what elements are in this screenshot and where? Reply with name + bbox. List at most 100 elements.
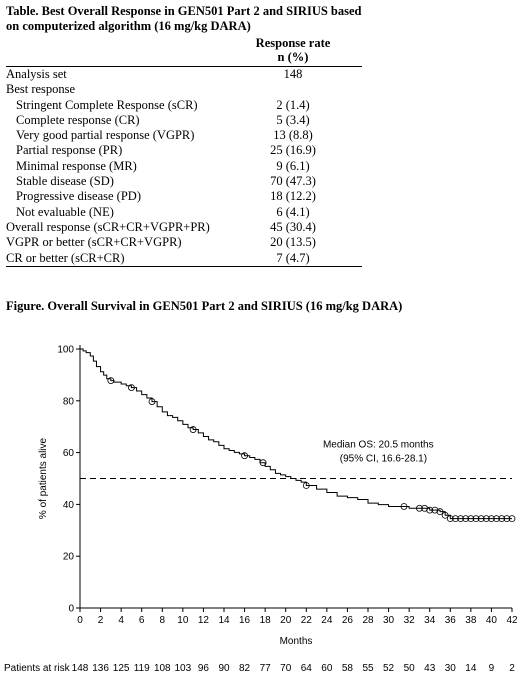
table-row: Partial response (PR) 25 (16.9) (6, 143, 362, 158)
censor-mark (472, 515, 480, 523)
table-row: Analysis set 148 (6, 67, 362, 82)
at-risk-count: 2 (509, 663, 515, 674)
censor-mark (107, 377, 115, 384)
censor-mark (441, 511, 449, 519)
table-row: Overall response (sCR+CR+VGPR+PR) 45 (30.… (6, 220, 362, 235)
row-label: VGPR or better (sCR+CR+VGPR) (6, 235, 182, 250)
ci-annotation: (95% CI, 16.6-28.1) (340, 454, 427, 465)
at-risk-count: 60 (321, 663, 333, 674)
censor-mark (431, 506, 439, 514)
x-tick-label: 34 (424, 615, 436, 626)
censor-mark (436, 508, 444, 516)
row-label: CR or better (sCR+CR) (6, 250, 125, 265)
table-row: Stringent Complete Response (sCR) 2 (1.4) (6, 98, 362, 113)
censor-mark (416, 504, 423, 512)
x-tick-label: 20 (280, 615, 292, 626)
table-header: Response rate n (%) (6, 36, 362, 67)
row-value: 70 (47.3) (270, 174, 316, 189)
table-title: Table. Best Overall Response in GEN501 P… (6, 4, 362, 33)
x-axis-label: Months (280, 636, 313, 647)
at-risk-count: 148 (72, 663, 89, 674)
table-row: Not evaluable (NE) 6 (4.1) (6, 205, 362, 220)
row-value: 9 (6.1) (276, 158, 310, 173)
table-row: Stable disease (SD) 70 (47.3) (6, 174, 362, 189)
row-value: 25 (16.9) (270, 143, 316, 158)
at-risk-count: 43 (424, 663, 436, 674)
censor-mark (457, 515, 464, 523)
table-row: CR or better (sCR+CR) 7 (4.7) (6, 251, 362, 266)
x-tick-label: 40 (486, 615, 498, 626)
row-label: Minimal response (MR) (16, 158, 137, 173)
row-label: Not evaluable (NE) (16, 204, 114, 219)
response-table: Response rate n (%) Analysis set 148 Best … (6, 36, 362, 267)
header-n-percent: n (%) (277, 50, 309, 64)
survival-curve (80, 348, 512, 520)
table-row: Best response (6, 82, 362, 97)
at-risk-count: 9 (489, 663, 495, 674)
row-label: Stringent Complete Response (sCR) (16, 97, 198, 112)
censor-mark (446, 515, 454, 523)
table-row: Minimal response (MR) 9 (6.1) (6, 159, 362, 174)
median-annotation: Median OS: 20.5 months (323, 439, 434, 450)
row-label: Analysis set (6, 67, 67, 81)
row-label: Overall response (sCR+CR+VGPR+PR) (6, 219, 210, 234)
x-tick-label: 36 (445, 615, 457, 626)
at-risk-count: 70 (280, 663, 292, 674)
x-tick-label: 30 (383, 615, 395, 626)
censor-mark (452, 515, 459, 523)
y-tick-label: 80 (63, 396, 75, 407)
at-risk-label: Patients at risk (4, 663, 71, 674)
x-tick-label: 12 (198, 615, 210, 626)
at-risk-count: 136 (92, 663, 109, 674)
censor-mark (148, 398, 156, 405)
x-tick-label: 14 (218, 615, 230, 626)
table-body: Analysis set 148 Best response Stringent Co… (6, 67, 362, 267)
figure-title: Figure. Overall Survival in GEN501 Part … (6, 299, 403, 313)
x-tick-label: 24 (321, 615, 333, 626)
row-value: 2 (1.4) (276, 97, 310, 112)
censor-mark (498, 515, 506, 523)
row-value: 13 (8.8) (273, 128, 313, 143)
y-axis-label: % of patients alive (38, 437, 49, 519)
censor-mark (426, 506, 434, 514)
row-label: Very good partial response (VGPR) (16, 128, 195, 143)
x-tick-label: 28 (362, 615, 374, 626)
censor-mark (482, 515, 490, 523)
at-risk-count: 55 (362, 663, 374, 674)
x-tick-label: 8 (160, 615, 166, 626)
row-label: Partial response (PR) (16, 143, 123, 158)
x-tick-label: 2 (98, 615, 104, 626)
x-tick-label: 4 (118, 615, 124, 626)
row-value: 18 (12.2) (270, 189, 316, 204)
x-tick-label: 18 (260, 615, 272, 626)
x-tick-label: 22 (301, 615, 313, 626)
at-risk-count: 82 (239, 663, 251, 674)
at-risk-count: 77 (260, 663, 272, 674)
y-tick-label: 0 (68, 604, 74, 615)
at-risk-count: 96 (198, 663, 210, 674)
censor-mark (467, 515, 475, 523)
censor-mark (241, 452, 248, 460)
censor-mark (477, 515, 485, 523)
row-value: 5 (3.4) (276, 112, 310, 127)
row-value: 45 (30.4) (270, 219, 316, 234)
at-risk-count: 90 (218, 663, 230, 674)
x-tick-label: 16 (239, 615, 251, 626)
x-tick-label: 6 (139, 615, 145, 626)
at-risk-count: 119 (134, 663, 150, 674)
at-risk-count: 52 (383, 663, 395, 674)
at-risk-count: 64 (301, 663, 313, 674)
y-tick-label: 20 (63, 552, 75, 563)
row-value: 148 (283, 67, 303, 81)
x-tick-label: 26 (342, 615, 354, 626)
x-tick-label: 42 (506, 615, 518, 626)
x-tick-label: 32 (404, 615, 416, 626)
x-tick-label: 38 (465, 615, 477, 626)
censor-mark (488, 515, 495, 523)
table-row: Very good partial response (VGPR) 13 (8.8… (6, 128, 362, 143)
censor-mark (400, 503, 408, 510)
row-label: Progressive disease (PD) (16, 189, 141, 204)
row-label: Stable disease (SD) (16, 174, 114, 189)
header-response-rate: Response rate (255, 36, 331, 50)
at-risk-count: 50 (404, 663, 416, 674)
